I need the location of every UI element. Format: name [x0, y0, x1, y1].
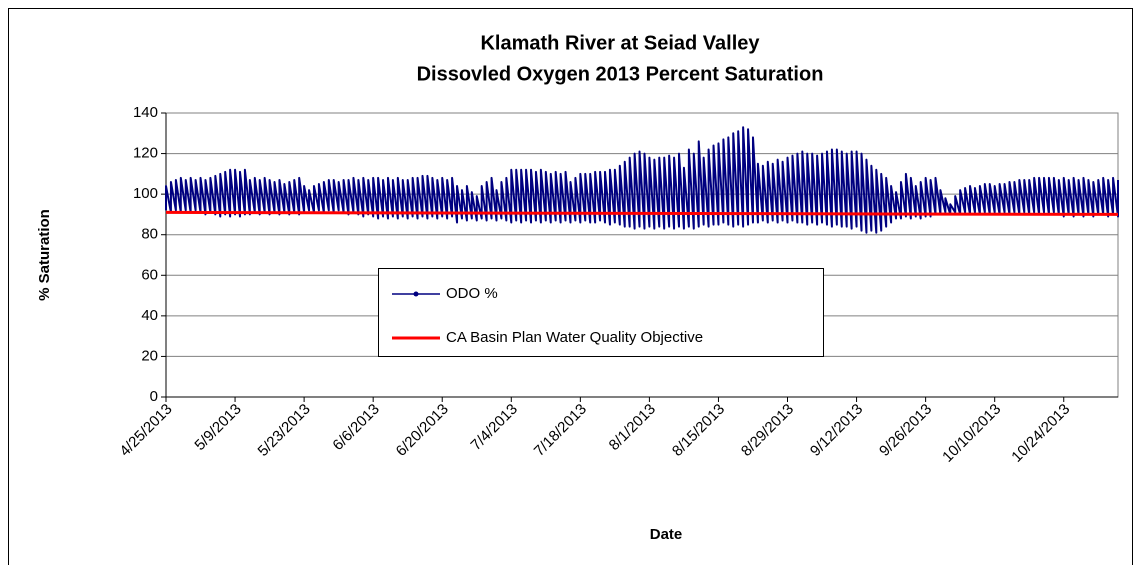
x-axis-title: Date [650, 526, 683, 543]
y-tick-label: 80 [141, 226, 158, 243]
y-tick-label: 20 [141, 347, 158, 364]
legend-label: CA Basin Plan Water Quality Objective [446, 329, 703, 346]
y-tick-label: 0 [150, 388, 158, 405]
y-tick-label: 100 [133, 185, 158, 202]
y-tick-label: 60 [141, 266, 158, 283]
legend-marker [413, 291, 419, 297]
legend-label: ODO % [446, 285, 498, 302]
y-tick-label: 40 [141, 307, 158, 324]
series-line [165, 210, 1119, 216]
y-tick-label: 140 [133, 104, 158, 121]
y-tick-label: 120 [133, 145, 158, 162]
y-axis-title: % Saturation [36, 209, 53, 301]
chart-title: Klamath River at Seiad Valley [480, 32, 760, 54]
series-line [165, 126, 1119, 234]
chart-subtitle: Dissovled Oxygen 2013 Percent Saturation [417, 63, 824, 85]
legend-box [378, 268, 824, 357]
